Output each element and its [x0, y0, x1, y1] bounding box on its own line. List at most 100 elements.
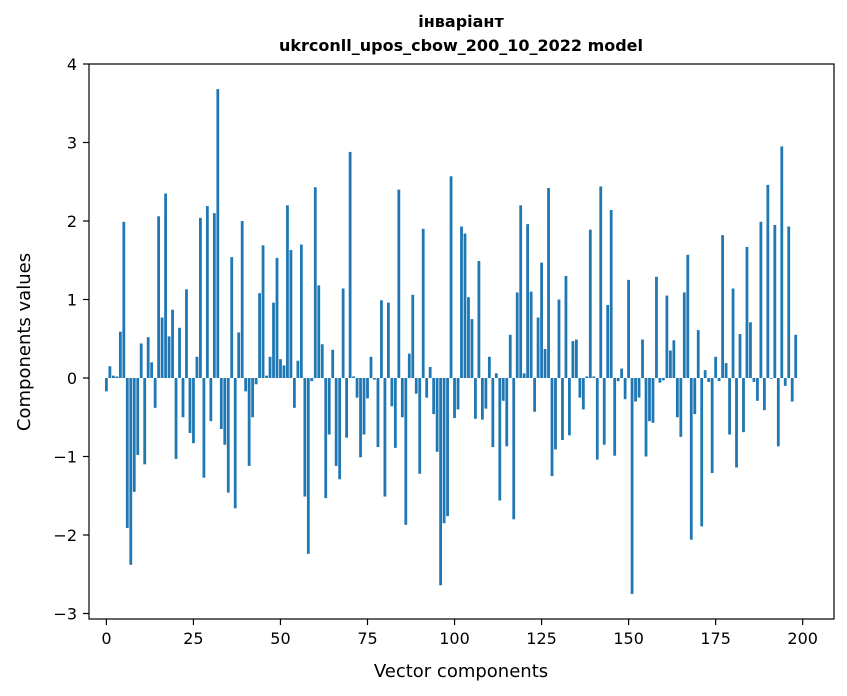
bar-114	[501, 378, 505, 401]
x-tick-label: 150	[613, 629, 644, 648]
bar-144	[606, 305, 610, 379]
x-tick-label: 125	[526, 629, 557, 648]
bar-27	[199, 217, 202, 378]
bar-128	[550, 378, 554, 477]
x-tick-label: 25	[183, 629, 203, 648]
bar-81	[387, 302, 390, 378]
bar-188	[759, 221, 763, 379]
bar-95	[435, 378, 439, 452]
bar-4	[118, 331, 122, 379]
bar-185	[749, 322, 752, 379]
bar-3	[115, 376, 119, 378]
bar-175	[714, 356, 718, 379]
bar-133	[568, 378, 571, 436]
bar-146	[613, 378, 617, 456]
x-tick-label: 200	[787, 629, 818, 648]
bar-169	[693, 378, 697, 415]
bar-116	[508, 334, 512, 379]
bar-70	[348, 151, 352, 378]
bar-178	[724, 363, 728, 379]
bar-108	[481, 378, 484, 420]
bar-180	[731, 288, 735, 378]
x-tick-label: 100	[439, 629, 470, 648]
bar-77	[373, 378, 376, 380]
bar-57	[303, 378, 307, 497]
bar-25	[192, 378, 195, 444]
bar-152	[634, 378, 637, 402]
bar-184	[745, 246, 749, 379]
bar-2	[111, 375, 115, 379]
bar-9	[136, 378, 140, 455]
bar-20	[174, 378, 178, 459]
bar-172	[703, 370, 707, 378]
bar-101	[456, 378, 460, 410]
bar-17	[164, 193, 167, 379]
bar-106	[474, 378, 477, 419]
bar-148	[620, 368, 624, 378]
bar-130	[557, 299, 561, 378]
bar-173	[707, 378, 711, 382]
bar-161	[665, 295, 669, 379]
bar-137	[581, 378, 585, 410]
bar-84	[397, 189, 401, 378]
bar-65	[331, 349, 335, 378]
bar-89	[414, 378, 418, 394]
bar-69	[345, 378, 349, 438]
bar-98	[446, 378, 449, 517]
bar-74	[362, 378, 366, 435]
bar-32	[216, 89, 220, 379]
bar-139	[588, 229, 592, 379]
bar-90	[418, 378, 422, 474]
bar-102	[460, 226, 463, 379]
bar-126	[543, 348, 547, 379]
bar-112	[494, 373, 498, 378]
bar-55	[296, 360, 300, 378]
bar-168	[689, 378, 693, 540]
bar-72	[355, 378, 359, 398]
bar-182	[738, 334, 742, 378]
bar-50	[279, 359, 282, 378]
bar-187	[756, 378, 759, 401]
bar-117	[512, 378, 516, 520]
bar-82	[390, 378, 394, 407]
bar-19	[171, 309, 174, 379]
y-tick-label: 0	[67, 369, 77, 388]
bar-11	[143, 378, 147, 465]
bar-158	[655, 276, 658, 379]
bar-143	[602, 378, 606, 445]
bar-15	[157, 216, 161, 378]
bar-166	[682, 292, 686, 379]
bar-46	[265, 375, 268, 379]
y-axis-label: Components values	[14, 253, 35, 431]
bar-149	[623, 378, 627, 400]
bar-26	[195, 356, 199, 379]
bar-194	[780, 146, 784, 379]
bar-91	[421, 228, 425, 378]
bar-75	[366, 378, 369, 399]
bar-61	[317, 285, 321, 378]
bar-88	[411, 294, 415, 378]
bar-124	[536, 317, 540, 379]
bar-122	[529, 291, 533, 378]
bar-54	[293, 378, 296, 408]
bar-107	[477, 261, 481, 379]
bar-37	[233, 378, 237, 509]
bar-155	[644, 378, 648, 457]
bar-153	[637, 378, 641, 398]
bar-192	[773, 224, 777, 379]
bar-186	[752, 378, 756, 382]
x-tick-label: 50	[270, 629, 290, 648]
bar-78	[376, 378, 380, 448]
bar-140	[592, 376, 596, 378]
bar-167	[686, 254, 690, 379]
bar-145	[609, 210, 613, 378]
bar-62	[320, 344, 324, 379]
bar-87	[407, 353, 411, 379]
bar-156	[648, 378, 651, 422]
bar-73	[359, 378, 362, 458]
bar-135	[574, 339, 578, 379]
bar-115	[505, 378, 509, 447]
bar-142	[599, 186, 603, 378]
bar-197	[790, 378, 794, 402]
